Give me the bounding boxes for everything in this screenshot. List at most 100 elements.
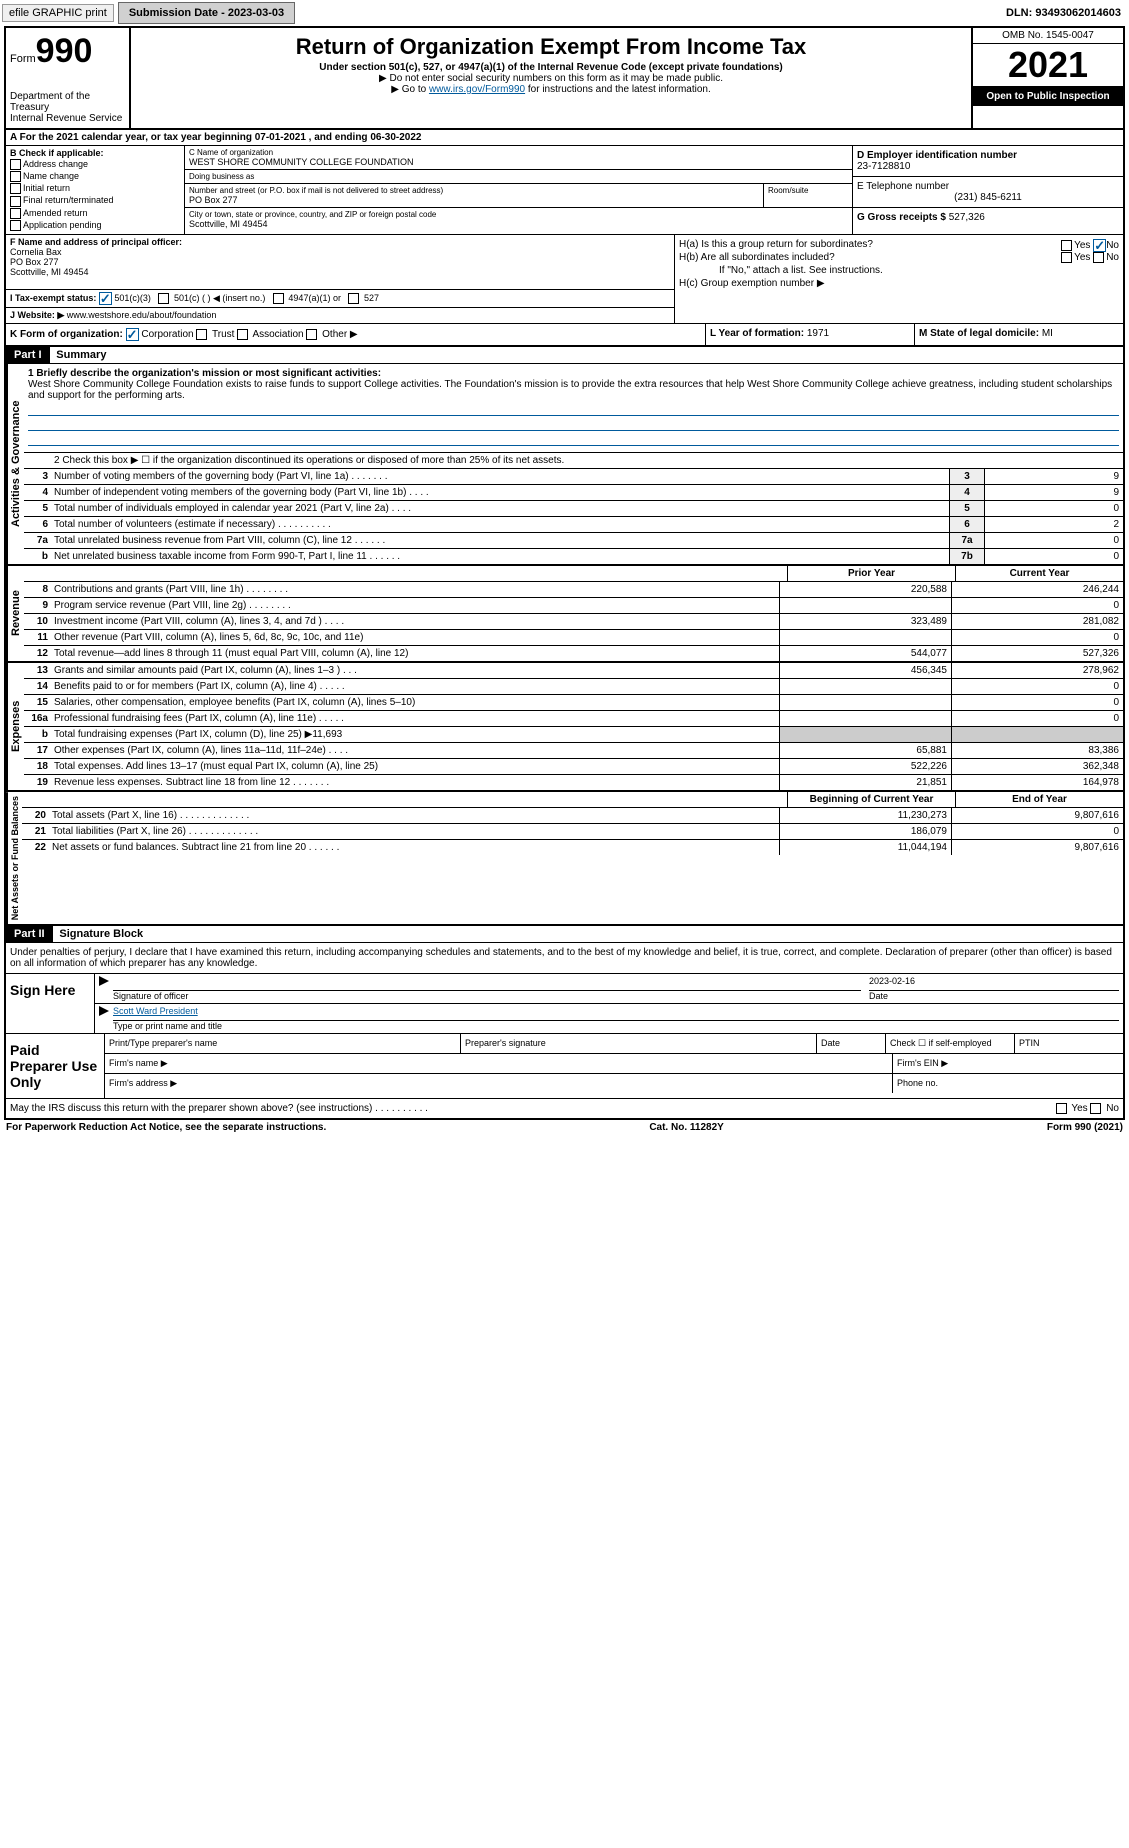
- firm-phone-label: Phone no.: [893, 1074, 1123, 1093]
- table-row: 11Other revenue (Part VIII, column (A), …: [24, 630, 1123, 646]
- chk-trust[interactable]: [196, 329, 207, 340]
- form-header: Form990 Department of the Treasury Inter…: [6, 28, 1123, 130]
- current-year-head: Current Year: [955, 566, 1123, 581]
- website-value: www.westshore.edu/about/foundation: [67, 310, 217, 320]
- sign-here-row: Sign Here Signature of officer 2023-02-1…: [6, 973, 1123, 1033]
- ein-label: D Employer identification number: [857, 150, 1119, 161]
- ptin-label: PTIN: [1015, 1034, 1123, 1053]
- m-label: M State of legal domicile:: [919, 328, 1039, 339]
- phone-label: E Telephone number: [857, 181, 1119, 192]
- table-row: 17Other expenses (Part IX, column (A), l…: [24, 743, 1123, 759]
- form-label: Form: [10, 53, 36, 65]
- chk-initial[interactable]: [10, 183, 21, 194]
- m-value: MI: [1042, 328, 1053, 339]
- header-center: Return of Organization Exempt From Incom…: [131, 28, 971, 128]
- hc-label: H(c) Group exemption number ▶: [679, 278, 1119, 289]
- chk-ha-yes[interactable]: [1061, 240, 1072, 251]
- chk-pending[interactable]: [10, 220, 21, 231]
- header-left: Form990 Department of the Treasury Inter…: [6, 28, 131, 128]
- mission-box: 1 Briefly describe the organization's mi…: [24, 364, 1123, 452]
- l-value: 1971: [807, 328, 829, 339]
- table-row: 20Total assets (Part X, line 16) . . . .…: [22, 808, 1123, 824]
- gross-label: G Gross receipts $: [857, 212, 946, 223]
- mission-underline: [28, 418, 1119, 431]
- firm-ein-label: Firm's EIN ▶: [893, 1054, 1123, 1073]
- table-row: 15Salaries, other compensation, employee…: [24, 695, 1123, 711]
- part2-header: Part II: [6, 926, 53, 942]
- table-row: 3Number of voting members of the governi…: [24, 469, 1123, 485]
- prep-name-label: Print/Type preparer's name: [105, 1034, 461, 1053]
- inspection-label: Open to Public Inspection: [973, 87, 1123, 106]
- dln-label: DLN: 93493062014603: [1006, 7, 1127, 19]
- firm-name-label: Firm's name ▶: [105, 1054, 893, 1073]
- chk-527[interactable]: [348, 293, 359, 304]
- submission-date-button[interactable]: Submission Date - 2023-03-03: [118, 2, 295, 24]
- top-bar: efile GRAPHIC print Submission Date - 20…: [0, 0, 1129, 26]
- prep-sig-label: Preparer's signature: [461, 1034, 817, 1053]
- line1-label: 1 Briefly describe the organization's mi…: [28, 368, 1119, 379]
- chk-501c[interactable]: [158, 293, 169, 304]
- table-row: 4Number of independent voting members of…: [24, 485, 1123, 501]
- table-row: 10Investment income (Part VIII, column (…: [24, 614, 1123, 630]
- section-bcdeg: B Check if applicable: Address change Na…: [6, 146, 1123, 235]
- mission-underline: [28, 433, 1119, 446]
- prior-year-head: Prior Year: [787, 566, 955, 581]
- end-year-head: End of Year: [955, 792, 1123, 807]
- chk-other[interactable]: [306, 329, 317, 340]
- irs-link[interactable]: www.irs.gov/Form990: [429, 84, 525, 95]
- org-name: WEST SHORE COMMUNITY COLLEGE FOUNDATION: [189, 157, 848, 167]
- chk-final[interactable]: [10, 196, 21, 207]
- footer: For Paperwork Reduction Act Notice, see …: [0, 1120, 1129, 1135]
- firm-addr-label: Firm's address ▶: [105, 1074, 893, 1093]
- chk-hb-yes[interactable]: [1061, 252, 1072, 263]
- form-title: Return of Organization Exempt From Incom…: [135, 34, 967, 60]
- sign-here-label: Sign Here: [6, 974, 95, 1033]
- netassets-block: Net Assets or Fund Balances Beginning of…: [6, 792, 1123, 926]
- expenses-block: Expenses 13Grants and similar amounts pa…: [6, 663, 1123, 792]
- part1-header-row: Part I Summary: [6, 347, 1123, 364]
- hb-note: If "No," attach a list. See instructions…: [679, 265, 1119, 276]
- sig-date-label: Date: [869, 991, 888, 1001]
- name-label: C Name of organization: [189, 148, 848, 157]
- prep-date-label: Date: [817, 1034, 886, 1053]
- arrow-icon: [99, 976, 109, 986]
- section-b-label: B Check if applicable:: [10, 148, 180, 158]
- paid-prep-label: Paid Preparer Use Only: [6, 1034, 105, 1098]
- part2-header-row: Part II Signature Block: [6, 926, 1123, 943]
- line-a: A For the 2021 calendar year, or tax yea…: [6, 130, 1123, 146]
- type-name-label: Type or print name and title: [113, 1021, 222, 1031]
- chk-501c3[interactable]: [99, 292, 112, 305]
- gross-value: 527,326: [949, 212, 985, 223]
- website-label: J Website: ▶: [10, 310, 64, 320]
- table-row: 18Total expenses. Add lines 13–17 (must …: [24, 759, 1123, 775]
- chk-ha-no[interactable]: [1093, 239, 1106, 252]
- chk-assoc[interactable]: [237, 329, 248, 340]
- chk-address[interactable]: [10, 159, 21, 170]
- table-row: 12Total revenue—add lines 8 through 11 (…: [24, 646, 1123, 661]
- officer-name-link[interactable]: Scott Ward President: [113, 1006, 198, 1016]
- begin-year-head: Beginning of Current Year: [787, 792, 955, 807]
- footer-right: Form 990 (2021): [1047, 1122, 1123, 1133]
- chk-irs-yes[interactable]: [1056, 1103, 1067, 1114]
- section-f-i-j: F Name and address of principal officer:…: [6, 235, 675, 323]
- prep-check-label: Check ☐ if self-employed: [886, 1034, 1015, 1053]
- netassets-label: Net Assets or Fund Balances: [6, 792, 22, 924]
- table-row: 19Revenue less expenses. Subtract line 1…: [24, 775, 1123, 790]
- chk-amended[interactable]: [10, 208, 21, 219]
- line2: 2 Check this box ▶ ☐ if the organization…: [50, 453, 1123, 468]
- tax-exempt-label: I Tax-exempt status:: [10, 293, 96, 303]
- table-row: 22Net assets or fund balances. Subtract …: [22, 840, 1123, 855]
- paid-preparer-row: Paid Preparer Use Only Print/Type prepar…: [6, 1033, 1123, 1098]
- arrow-icon: [99, 1006, 109, 1016]
- sig-officer-label: Signature of officer: [113, 991, 188, 1001]
- chk-name[interactable]: [10, 171, 21, 182]
- table-row: 6Total number of volunteers (estimate if…: [24, 517, 1123, 533]
- part1-header: Part I: [6, 347, 50, 363]
- chk-corp[interactable]: [126, 328, 139, 341]
- ein-value: 23-7128810: [857, 161, 1119, 172]
- revenue-label: Revenue: [6, 566, 24, 661]
- chk-irs-no[interactable]: [1090, 1103, 1101, 1114]
- table-row: bNet unrelated business taxable income f…: [24, 549, 1123, 564]
- chk-4947[interactable]: [273, 293, 284, 304]
- form-subtitle: Under section 501(c), 527, or 4947(a)(1)…: [135, 62, 967, 73]
